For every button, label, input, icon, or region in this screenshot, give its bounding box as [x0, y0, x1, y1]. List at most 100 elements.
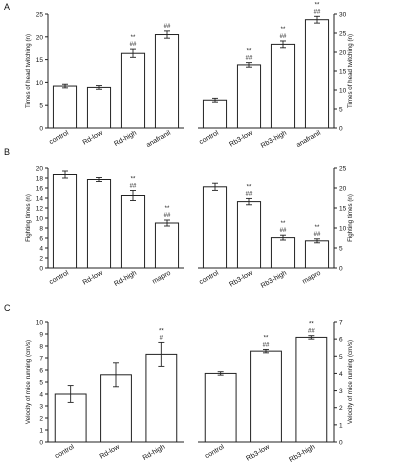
bar	[295, 336, 328, 443]
y-tick-label: 20	[36, 34, 44, 41]
significance-mark: ##	[280, 34, 287, 40]
y-tick-label: 5	[339, 246, 343, 253]
significance-mark: **	[309, 322, 314, 328]
y-tick-label: 20	[36, 166, 44, 173]
y-tick-label: 15	[339, 206, 347, 213]
significance-mark: **	[165, 206, 170, 212]
x-tick-label: Rd-high	[113, 270, 138, 288]
significance-mark: ##	[130, 42, 137, 48]
panel-letter-a: A	[4, 2, 11, 12]
significance-mark: **	[281, 221, 286, 227]
x-tick-label: Rb3-low	[228, 129, 255, 148]
panel-letter-b: B	[4, 147, 11, 157]
y-tick-label: 20	[339, 186, 347, 193]
y-tick-label: 30	[339, 12, 347, 19]
y-tick-label: 6	[339, 337, 343, 344]
y-tick-label: 1	[39, 428, 43, 435]
y-tick-label: 10	[339, 88, 347, 95]
bar	[52, 174, 78, 269]
chart-a-right: 0 5 10 15 20 25 30 Times of head twitching (n) c…	[198, 2, 354, 150]
chart-a-left: 0 5 10 15 20 25 Times of head twitching (n) con…	[25, 12, 184, 149]
y-tick-label: 5	[39, 103, 43, 110]
significance-mark: ##	[280, 228, 287, 234]
y-tick-label: 1	[339, 422, 343, 429]
significance-mark: **	[264, 335, 269, 341]
bar	[202, 99, 228, 129]
y-tick-label: 4	[339, 371, 343, 378]
y-tick-label: 9	[39, 332, 43, 339]
x-tick-label: anafranil	[295, 129, 322, 149]
y-axis-title: Times of head twitching (n)	[25, 34, 32, 108]
x-tick-label: Rd-low	[82, 129, 105, 146]
x-tick-label: mapro	[301, 270, 322, 286]
significance-mark: **	[315, 2, 320, 8]
y-tick-label: 4	[39, 246, 43, 253]
y-tick-label: 7	[339, 320, 343, 327]
bar	[52, 85, 78, 129]
y-tick-label: 10	[36, 216, 44, 223]
x-tick-label: control	[204, 443, 226, 460]
y-tick-label: 14	[36, 196, 44, 203]
y-tick-label: 25	[339, 31, 347, 38]
significance-mark: ##	[314, 9, 321, 15]
bar	[270, 237, 296, 269]
significance-mark: **	[131, 177, 136, 183]
y-tick-label: 10	[339, 226, 347, 233]
y-tick-label: 3	[39, 404, 43, 411]
y-axis-title: Times of head twitching (n)	[347, 34, 354, 108]
x-tick-label: control	[198, 129, 220, 146]
significance-mark: **	[315, 225, 320, 231]
x-tick-label: control	[48, 269, 70, 286]
bar	[304, 240, 330, 269]
significance-mark: ##	[164, 213, 171, 219]
bar	[154, 34, 180, 129]
bar	[86, 86, 112, 129]
y-tick-label: 0	[339, 440, 343, 447]
y-tick-label: 2	[39, 416, 43, 423]
x-tick-label: Rd-high	[113, 130, 138, 148]
significance-mark: **	[131, 35, 136, 41]
significance-mark: ##	[164, 24, 171, 30]
bar	[154, 222, 180, 269]
x-tick-label: anafranil	[145, 129, 172, 149]
x-tick-label: Rd-high	[142, 444, 167, 462]
y-tick-label: 0	[339, 126, 343, 133]
bar	[120, 52, 146, 129]
chart-c-right: 0 1 2 3 4 5 6 7 Velocity of mice running (cm/s) c…	[198, 320, 354, 464]
y-tick-label: 6	[39, 236, 43, 243]
y-tick-label: 10	[36, 320, 44, 327]
significance-mark: ##	[308, 329, 315, 335]
y-axis-title: Fighting times (n)	[347, 194, 354, 242]
bar	[202, 186, 228, 269]
bar	[236, 201, 262, 269]
bar	[250, 350, 282, 443]
y-tick-label: 25	[339, 166, 347, 173]
x-tick-label: Rb3-high	[260, 270, 288, 290]
chart-b-left: 0 2 4 6 8 10 12 14 16 18 20 Fighting times (n) contr…	[25, 166, 184, 288]
y-tick-label: 8	[39, 226, 43, 233]
y-tick-label: 5	[339, 354, 343, 361]
x-tick-label: Rd-low	[82, 269, 105, 286]
x-tick-label: Rd-low	[99, 443, 122, 460]
y-tick-label: 2	[339, 405, 343, 412]
y-tick-label: 10	[36, 80, 44, 87]
x-tick-label: control	[48, 129, 70, 146]
significance-mark: ##	[130, 184, 137, 190]
bar	[145, 353, 178, 443]
y-tick-label: 15	[36, 57, 44, 64]
y-tick-label: 12	[36, 206, 44, 213]
significance-mark: ##	[246, 56, 253, 62]
significance-mark: ##	[246, 191, 253, 197]
y-tick-label: 8	[39, 344, 43, 351]
y-tick-label: 7	[39, 356, 43, 363]
x-tick-label: Rb3-high	[260, 130, 288, 150]
y-tick-label: 25	[36, 12, 44, 19]
x-tick-label: mapro	[151, 270, 172, 286]
chart-c-left: 0 1 2 3 4 5 6 7 8 9 10 Velocity of mice running (cm…	[25, 320, 184, 462]
panel-letter-c: C	[4, 303, 11, 313]
x-tick-label: Rb3-high	[288, 444, 316, 464]
y-tick-label: 0	[339, 266, 343, 273]
y-axis-title: Velocity of mice running (cm/s)	[347, 340, 354, 424]
significance-mark: **	[159, 328, 164, 334]
